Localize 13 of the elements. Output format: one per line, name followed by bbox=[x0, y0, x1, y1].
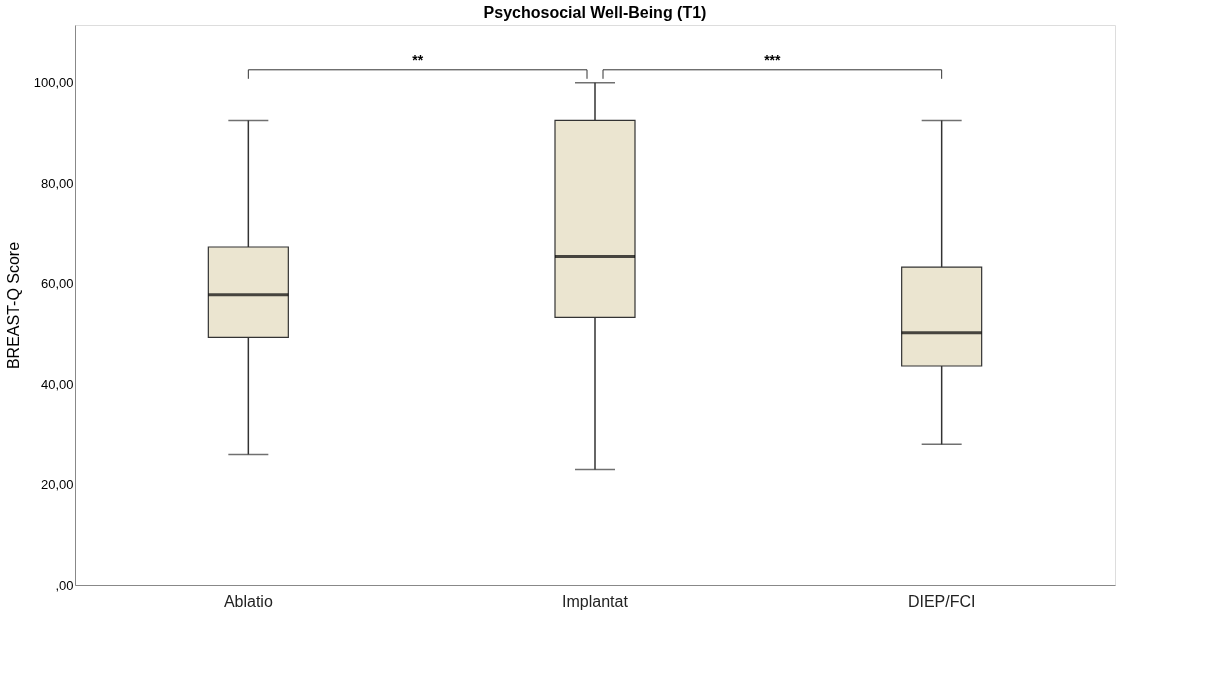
x-tick-label: Ablatio bbox=[223, 592, 273, 610]
annotation: *** bbox=[764, 51, 782, 68]
y-tick-label: ,00 bbox=[55, 577, 74, 593]
y-axis-title: BREAST-Q Score bbox=[4, 241, 22, 370]
y-tick-label: 60,00 bbox=[40, 276, 74, 292]
y-tick-label: 100,00 bbox=[33, 75, 74, 91]
y-tick-label: 80,00 bbox=[40, 175, 74, 191]
x-tick-label: Implantat bbox=[562, 592, 629, 610]
chart-title: Psychosocial Well-Being (T1) bbox=[483, 4, 707, 21]
y-tick-label: 20,00 bbox=[40, 477, 74, 493]
x-tick-label: DIEP/FCI bbox=[907, 592, 976, 610]
annotation: ** bbox=[412, 51, 424, 68]
y-tick-label: 40,00 bbox=[40, 376, 74, 392]
